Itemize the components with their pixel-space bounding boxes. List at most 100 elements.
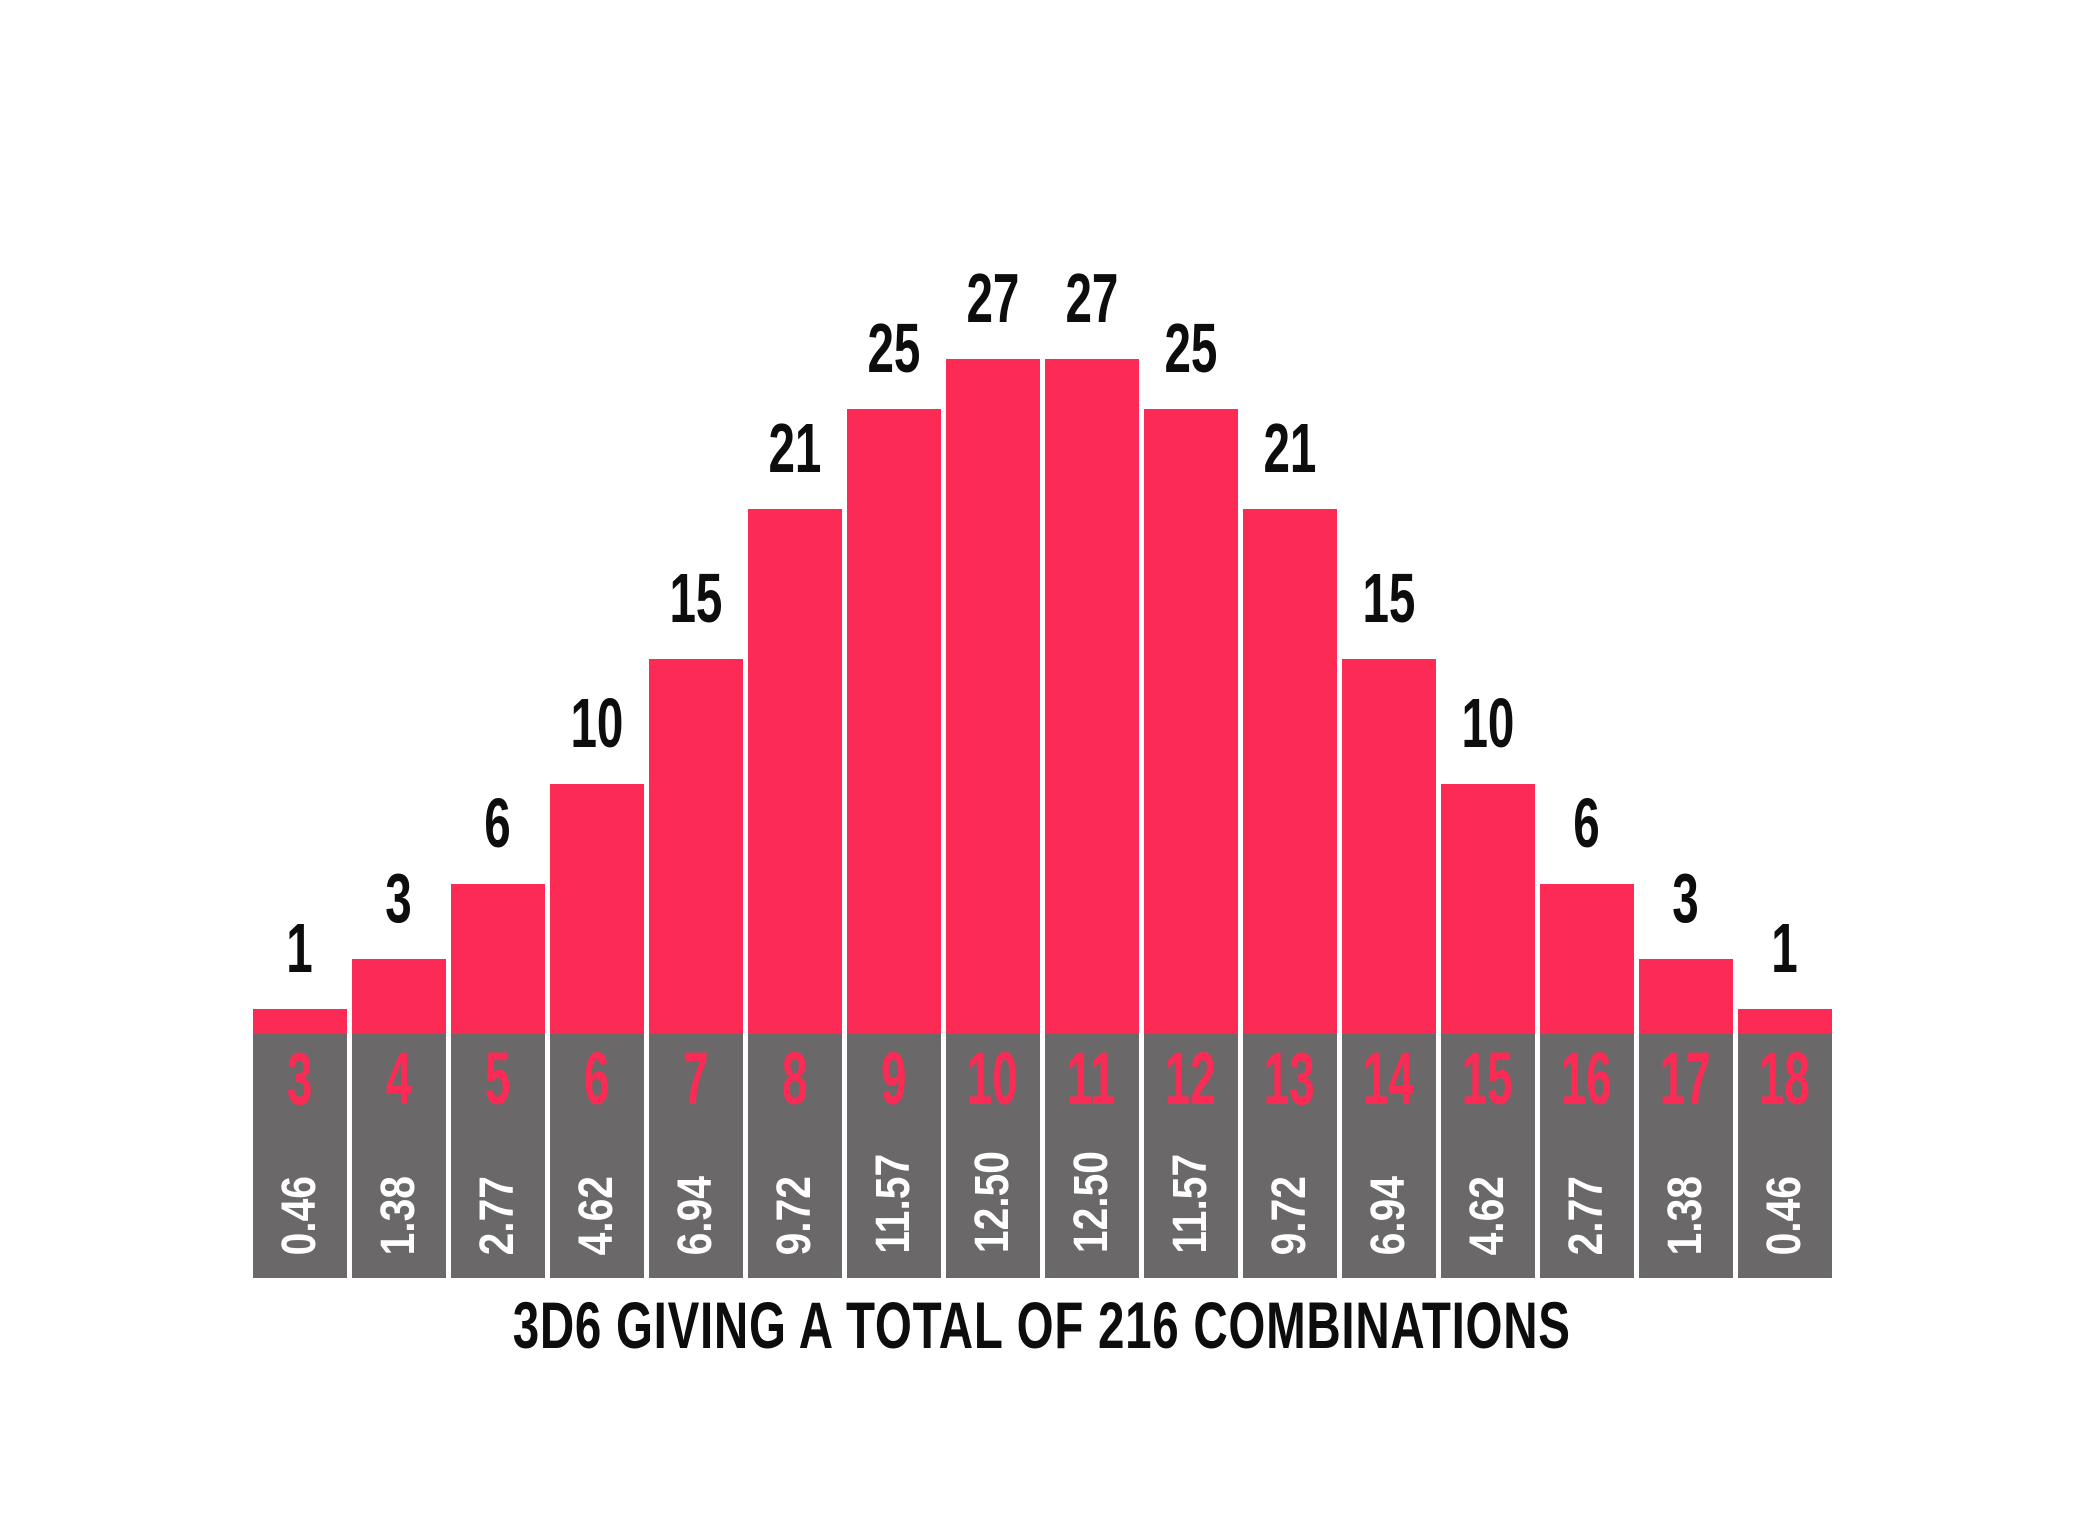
sum-label: 18 <box>1738 1042 1832 1116</box>
count-label-text: 27 <box>966 259 1019 337</box>
sum-label: 16 <box>1540 1042 1634 1116</box>
sum-label: 13 <box>1243 1042 1337 1116</box>
count-label: 15 <box>1342 563 1436 633</box>
percent-label: 1.38 <box>371 1175 425 1255</box>
sum-label: 12 <box>1144 1042 1238 1116</box>
bar-column: 10 15 4.62 <box>1440 684 1535 1278</box>
percent-label: 9.72 <box>767 1175 821 1255</box>
count-label: 10 <box>550 688 644 758</box>
axis-cell: 8 9.72 <box>747 1034 842 1278</box>
bar <box>846 409 941 1034</box>
count-label-text: 1 <box>286 909 313 987</box>
count-label: 27 <box>946 263 1040 333</box>
axis-cell: 5 2.77 <box>450 1034 545 1278</box>
sum-label: 6 <box>550 1042 644 1116</box>
percent-label: 12.50 <box>965 1150 1019 1253</box>
percent-label: 12.50 <box>1064 1150 1118 1253</box>
count-label: 25 <box>1144 313 1238 383</box>
percent-label: 6.94 <box>1361 1175 1415 1255</box>
bar <box>351 959 446 1034</box>
percent-label: 4.62 <box>569 1175 623 1255</box>
bar-column: 6 5 2.77 <box>450 788 545 1278</box>
count-label-text: 25 <box>1164 309 1217 387</box>
bar-column: 6 16 2.77 <box>1539 788 1634 1278</box>
axis-cell: 9 11.57 <box>846 1034 941 1278</box>
count-label-text: 21 <box>768 409 821 487</box>
axis-cell: 16 2.77 <box>1539 1034 1634 1278</box>
sum-label-text: 18 <box>1758 1037 1811 1120</box>
bar-column: 10 6 4.62 <box>549 688 644 1278</box>
axis-cell: 15 4.62 <box>1440 1034 1535 1278</box>
sum-label-text: 15 <box>1461 1037 1514 1120</box>
bar <box>1143 409 1238 1034</box>
sum-label: 17 <box>1639 1042 1733 1116</box>
count-label: 25 <box>847 313 941 383</box>
bar-column: 3 17 1.38 <box>1638 863 1733 1278</box>
bar <box>1242 509 1337 1034</box>
axis-cell: 7 6.94 <box>648 1034 743 1278</box>
sum-label-text: 5 <box>484 1037 511 1120</box>
count-label-text: 10 <box>1461 684 1514 762</box>
bar <box>747 509 842 1034</box>
axis-cell: 6 4.62 <box>549 1034 644 1278</box>
axis-cell: 11 12.50 <box>1044 1034 1139 1278</box>
bar <box>648 659 743 1034</box>
percent-label: 0.46 <box>1757 1175 1811 1255</box>
count-label: 6 <box>1540 788 1634 858</box>
percent-label: 6.94 <box>668 1175 722 1255</box>
chart-title-text: 3D6 GIVING A TOTAL OF 216 COMBINATIONS <box>513 1288 1571 1362</box>
axis-cell: 12 11.57 <box>1143 1034 1238 1278</box>
chart-title: 3D6 GIVING A TOTAL OF 216 COMBINATIONS <box>0 1292 2084 1358</box>
bar <box>1539 884 1634 1034</box>
sum-label-text: 12 <box>1164 1037 1217 1120</box>
count-label-text: 3 <box>385 859 412 937</box>
axis-cell: 10 12.50 <box>945 1034 1040 1278</box>
count-label-text: 1 <box>1771 909 1798 987</box>
bar-column: 15 7 6.94 <box>648 563 743 1278</box>
count-label-text: 21 <box>1263 409 1316 487</box>
percent-label: 0.46 <box>272 1175 326 1255</box>
count-label: 3 <box>352 863 446 933</box>
sum-label-text: 8 <box>781 1037 808 1120</box>
count-label: 15 <box>649 563 743 633</box>
sum-label-text: 10 <box>966 1037 1019 1120</box>
count-label-text: 15 <box>1362 559 1415 637</box>
count-label: 27 <box>1045 263 1139 333</box>
sum-label: 5 <box>451 1042 545 1116</box>
bar-column: 15 14 6.94 <box>1341 563 1436 1278</box>
bar <box>1044 359 1139 1034</box>
percent-label: 11.57 <box>866 1153 920 1254</box>
count-label: 3 <box>1639 863 1733 933</box>
sum-label: 3 <box>253 1042 347 1116</box>
percent-label: 9.72 <box>1262 1175 1316 1255</box>
bar-column: 21 8 9.72 <box>747 409 842 1278</box>
axis-cell: 17 1.38 <box>1638 1034 1733 1278</box>
bar-column: 27 11 12.50 <box>1044 263 1139 1278</box>
count-label: 6 <box>451 788 545 858</box>
sum-label-text: 17 <box>1659 1037 1712 1120</box>
count-label: 1 <box>1738 913 1832 983</box>
sum-label-text: 3 <box>286 1037 313 1120</box>
sum-label: 9 <box>847 1042 941 1116</box>
sum-label-text: 9 <box>880 1037 907 1120</box>
bar-chart-area: 1 3 0.46 3 4 1.38 6 5 2.77 10 6 4.62 15 7 6.94 21 8 9.72 2… <box>252 263 1832 1278</box>
sum-label: 10 <box>946 1042 1040 1116</box>
percent-label: 1.38 <box>1658 1175 1712 1255</box>
sum-label: 15 <box>1441 1042 1535 1116</box>
sum-label: 8 <box>748 1042 842 1116</box>
percent-label: 11.57 <box>1163 1153 1217 1254</box>
sum-label-text: 4 <box>385 1037 412 1120</box>
count-label-text: 6 <box>484 784 511 862</box>
count-label: 1 <box>253 913 347 983</box>
bar <box>1638 959 1733 1034</box>
bar-column: 1 3 0.46 <box>252 913 347 1278</box>
sum-label: 4 <box>352 1042 446 1116</box>
sum-label: 11 <box>1045 1042 1139 1116</box>
axis-cell: 13 9.72 <box>1242 1034 1337 1278</box>
sum-label-text: 6 <box>583 1037 610 1120</box>
sum-label-text: 14 <box>1362 1037 1415 1120</box>
sum-label-text: 7 <box>682 1037 709 1120</box>
axis-cell: 14 6.94 <box>1341 1034 1436 1278</box>
bar-column: 1 18 0.46 <box>1737 913 1832 1278</box>
